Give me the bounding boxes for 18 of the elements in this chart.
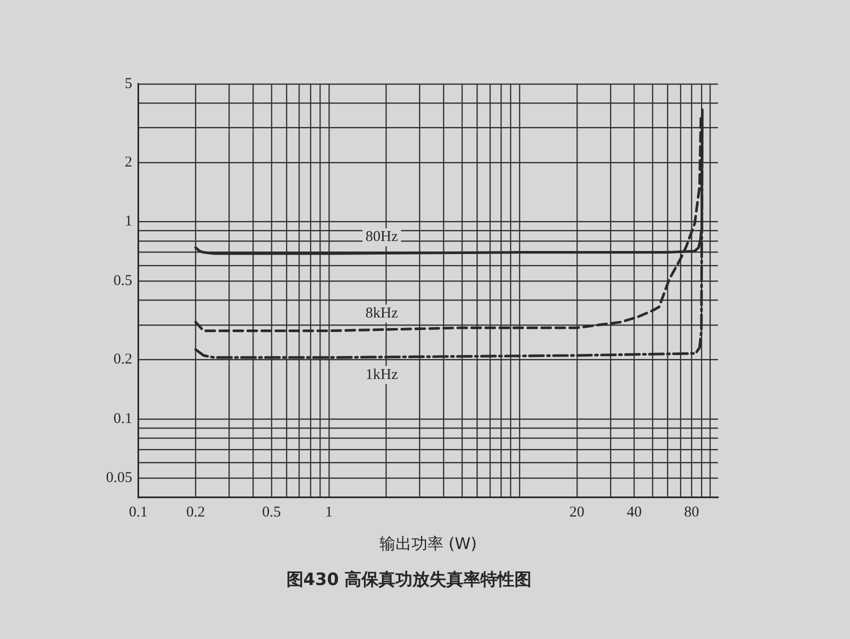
series-label: 8kHz bbox=[365, 306, 398, 322]
series-label: 80Hz bbox=[365, 229, 398, 246]
y-tick-label: 0.05 bbox=[106, 470, 132, 486]
x-tick-label: 0.5 bbox=[262, 504, 281, 520]
x-tick-label: 80 bbox=[684, 504, 700, 520]
y-tick-label: 2 bbox=[124, 154, 132, 170]
y-tick-label: 0.2 bbox=[114, 352, 132, 368]
y-tick-label: 0.5 bbox=[114, 273, 132, 290]
x-tick-label: 0.2 bbox=[186, 504, 206, 520]
x-tick-label: 20 bbox=[569, 504, 584, 520]
y-tick-label: 0.1 bbox=[114, 410, 132, 427]
text: 图430 高保真功放失真率特性图 bbox=[286, 570, 532, 590]
x-axis-title: 输出功率 (W) bbox=[379, 534, 477, 554]
series-label: 1kHz bbox=[365, 366, 398, 383]
y-tick-label: 1 bbox=[124, 214, 132, 230]
x-tick-label: 40 bbox=[626, 504, 642, 520]
y-tick-label: 5 bbox=[124, 76, 132, 92]
x-tick-label: 1 bbox=[325, 504, 333, 520]
